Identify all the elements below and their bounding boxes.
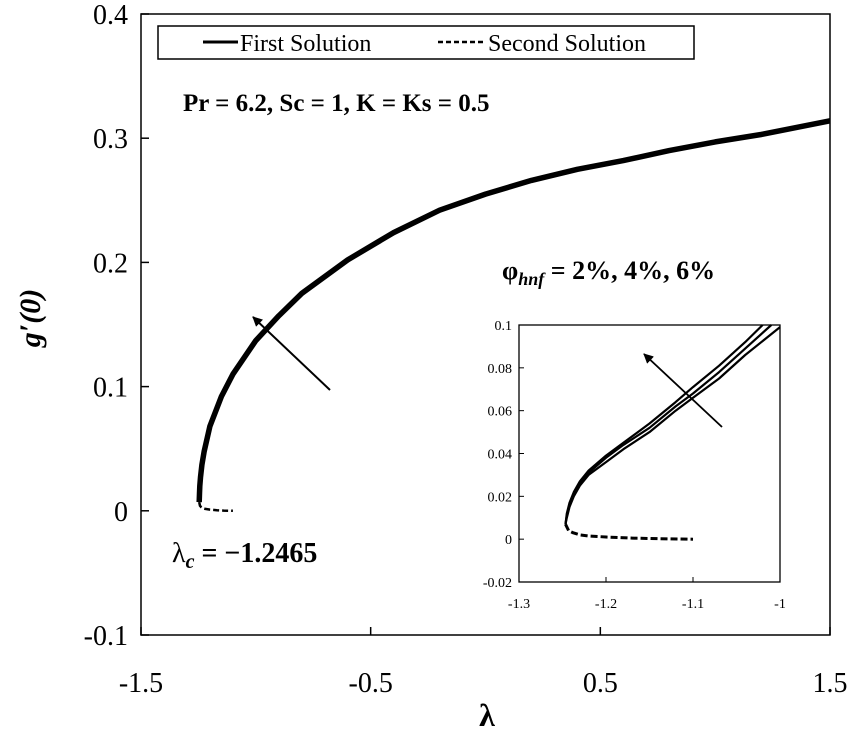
lambda-c-symbol: λ xyxy=(172,538,186,569)
inset-y-tick-label: 0.02 xyxy=(488,490,513,505)
y-tick-label: 0.2 xyxy=(93,248,128,279)
trend-arrow-inset xyxy=(643,353,723,428)
y-tick-label: 0.3 xyxy=(93,124,128,155)
main-axis-ticks: -0.1 0 0.1 0.2 0.3 0.4 -1.5 -0.5 0.5 1.5 xyxy=(84,0,848,699)
inset-frame xyxy=(518,324,781,583)
phi-annotation: φhnf = 2%, 4%, 6% xyxy=(502,256,715,289)
inset-y-tick-label: 0.06 xyxy=(488,405,513,420)
inset-series-line-first-solution xyxy=(564,326,781,525)
lambda-critical-annotation: λc = −1.2465 xyxy=(172,538,317,573)
phi-subscript: hnf xyxy=(518,269,546,289)
x-tick-label: -1.5 xyxy=(119,668,163,699)
x-axis-title: λ xyxy=(479,697,495,731)
legend-label-second: Second Solution xyxy=(488,31,646,57)
legend: First Solution Second Solution xyxy=(157,25,695,60)
inset-y-tick-label: -0.02 xyxy=(483,576,512,591)
x-tick-label: -0.5 xyxy=(349,668,393,699)
legend-label-first: First Solution xyxy=(240,31,371,57)
x-tick-label: 1.5 xyxy=(813,668,848,699)
series-line-second-solution xyxy=(197,501,233,513)
inset-series-group xyxy=(564,324,781,541)
phi-values: = 2%, 4%, 6% xyxy=(544,256,715,285)
x-tick-label: 0.5 xyxy=(583,668,618,699)
series-line-first-solution xyxy=(196,118,831,503)
params-annotation: Pr = 6.2, Sc = 1, K = Ks = 0.5 xyxy=(183,90,490,117)
inset-chart: -0.02 0 0.02 0.04 0.06 0.08 0.1 -1.3 -1.2 -1.1 -1 xyxy=(483,319,786,612)
inset-x-tick-label: -1 xyxy=(774,597,786,612)
inset-axis-ticks: -0.02 0 0.02 0.04 0.06 0.08 0.1 -1.3 -1.2 -1.1 -1 xyxy=(483,319,786,612)
y-tick-label: 0.4 xyxy=(93,0,128,31)
inset-x-tick-label: -1.3 xyxy=(508,597,530,612)
inset-x-tick-label: -1.1 xyxy=(682,597,704,612)
main-series-group xyxy=(196,118,831,513)
inset-x-tick-label: -1.2 xyxy=(595,597,617,612)
y-axis-title: g′(0) xyxy=(14,289,47,348)
trend-arrow-main xyxy=(252,316,331,391)
lambda-c-value: = −1.2465 xyxy=(194,538,317,569)
inset-y-tick-label: 0.04 xyxy=(488,448,513,463)
inset-y-tick-label: 0.08 xyxy=(488,362,513,377)
phi-symbol: φ xyxy=(502,256,518,285)
inset-y-tick-label: 0.1 xyxy=(495,319,513,334)
y-tick-label: 0.1 xyxy=(93,373,128,404)
y-tick-label: -0.1 xyxy=(84,621,128,652)
inset-y-tick-label: 0 xyxy=(505,533,512,548)
lambda-c-subscript: c xyxy=(186,551,195,573)
y-tick-label: 0 xyxy=(114,497,128,528)
legend-box xyxy=(157,25,695,60)
